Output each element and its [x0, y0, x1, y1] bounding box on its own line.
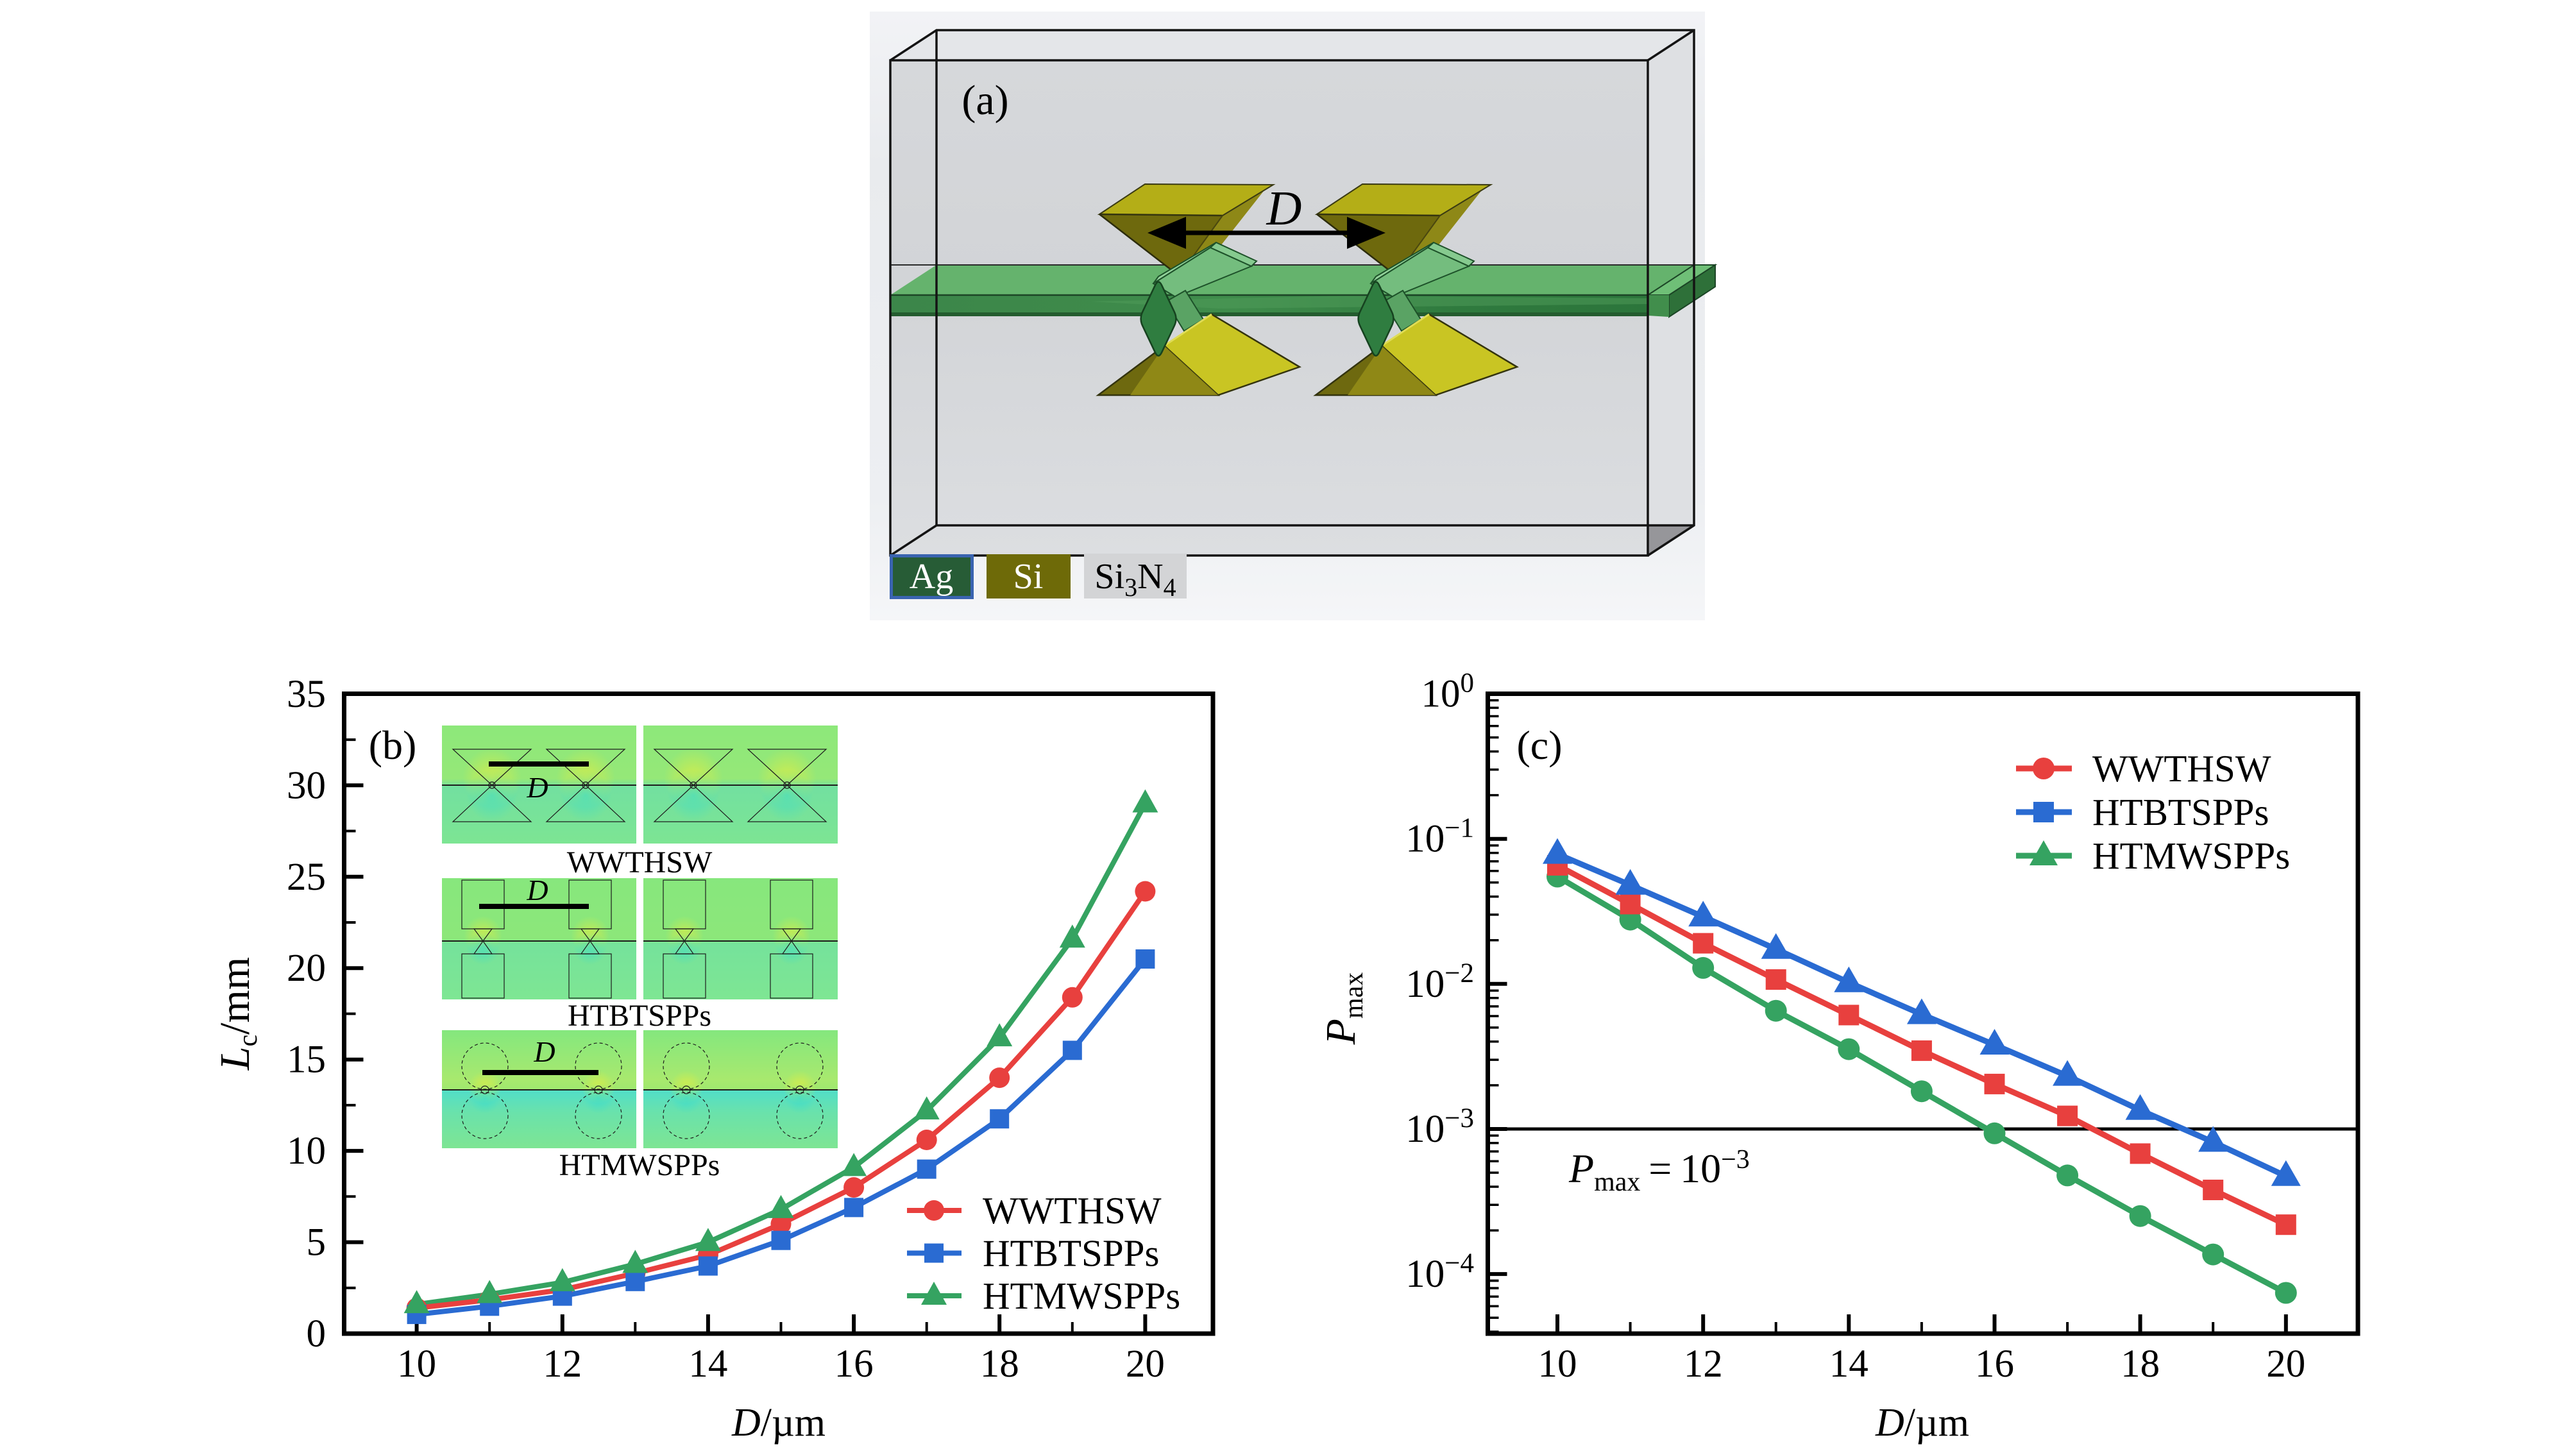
svg-text:10−3: 10−3 [1405, 1103, 1474, 1151]
svg-text:Pmax = 10−3: Pmax = 10−3 [1568, 1145, 1750, 1197]
svg-text:WWTHSW: WWTHSW [983, 1189, 1162, 1232]
svg-text:18: 18 [2121, 1343, 2160, 1386]
svg-text:10−1: 10−1 [1405, 813, 1474, 861]
svg-text:30: 30 [287, 764, 326, 807]
svg-text:14: 14 [1829, 1343, 1868, 1386]
svg-text:HTMWSPPs: HTMWSPPs [559, 1148, 720, 1182]
svg-text:D/µm: D/µm [1875, 1401, 1969, 1445]
svg-text:Si3N4: Si3N4 [1094, 557, 1176, 602]
svg-text:HTBTSPPs: HTBTSPPs [568, 999, 711, 1033]
svg-text:Ag: Ag [910, 557, 953, 597]
svg-text:Si: Si [1013, 557, 1044, 597]
svg-text:100: 100 [1421, 668, 1475, 716]
svg-text:D/µm: D/µm [731, 1401, 826, 1445]
svg-text:20: 20 [287, 947, 326, 990]
svg-text:(a): (a) [962, 77, 1008, 124]
svg-text:HTBTSPPs: HTBTSPPs [983, 1232, 1159, 1275]
svg-text:10: 10 [287, 1130, 326, 1173]
svg-text:HTMWSPPs: HTMWSPPs [2092, 835, 2290, 877]
svg-text:12: 12 [1684, 1343, 1723, 1386]
svg-text:14: 14 [688, 1343, 727, 1386]
svg-text:HTMWSPPs: HTMWSPPs [983, 1275, 1180, 1317]
svg-text:20: 20 [2266, 1343, 2305, 1386]
svg-text:D: D [533, 1035, 555, 1068]
svg-text:D: D [526, 771, 548, 804]
svg-text:12: 12 [543, 1343, 582, 1386]
svg-text:15: 15 [287, 1039, 326, 1082]
svg-text:(b): (b) [369, 722, 417, 768]
svg-text:5: 5 [307, 1221, 326, 1264]
svg-text:18: 18 [980, 1343, 1019, 1386]
svg-text:Lc/mm: Lc/mm [212, 957, 263, 1071]
svg-text:D: D [1266, 182, 1302, 235]
svg-text:0: 0 [307, 1312, 326, 1355]
svg-text:(c): (c) [1516, 722, 1562, 768]
svg-text:20: 20 [1126, 1343, 1165, 1386]
svg-text:16: 16 [1975, 1343, 2014, 1386]
svg-text:Pmax: Pmax [1318, 972, 1369, 1046]
svg-text:10: 10 [1538, 1343, 1577, 1386]
svg-text:10−2: 10−2 [1405, 958, 1474, 1006]
svg-text:10: 10 [397, 1343, 436, 1386]
svg-text:10−4: 10−4 [1405, 1248, 1474, 1296]
svg-text:WWTHSW: WWTHSW [567, 845, 713, 879]
svg-text:25: 25 [287, 856, 326, 899]
svg-text:WWTHSW: WWTHSW [2092, 747, 2271, 790]
svg-text:D: D [526, 874, 548, 906]
svg-text:16: 16 [835, 1343, 874, 1386]
svg-text:HTBTSPPs: HTBTSPPs [2092, 791, 2269, 833]
svg-text:35: 35 [287, 673, 326, 716]
